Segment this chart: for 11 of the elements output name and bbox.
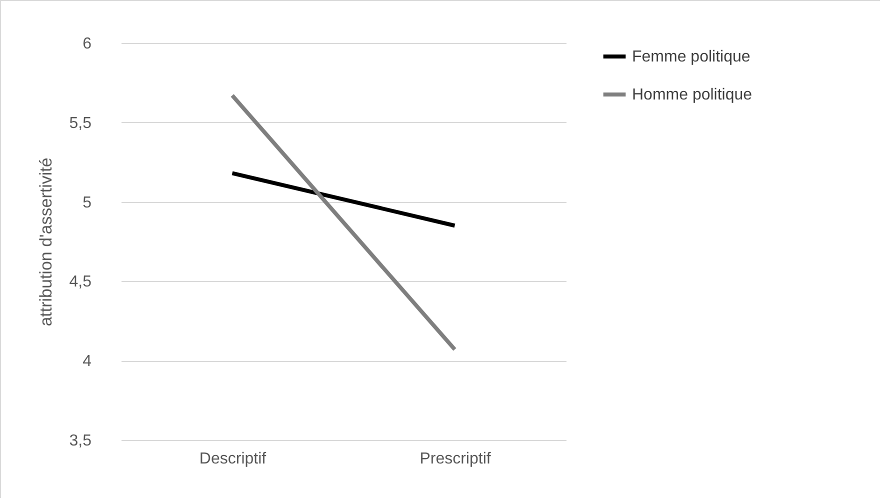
x-tick-label: Prescriptif — [420, 450, 492, 468]
y-tick-label: 3,5 — [69, 432, 92, 450]
x-tick-label: Descriptif — [199, 450, 267, 468]
y-tick-label: 4 — [82, 353, 92, 370]
y-tick-label: 5,5 — [69, 114, 92, 132]
legend-label: Femme politique — [632, 48, 750, 66]
legend-label: Homme politique — [632, 86, 752, 104]
y-tick-label: 5 — [82, 194, 92, 212]
y-tick-label: 6 — [82, 36, 92, 52]
y-axis-title: attribution d'assertivité — [36, 158, 56, 326]
y-tick-label: 4,5 — [69, 274, 92, 291]
